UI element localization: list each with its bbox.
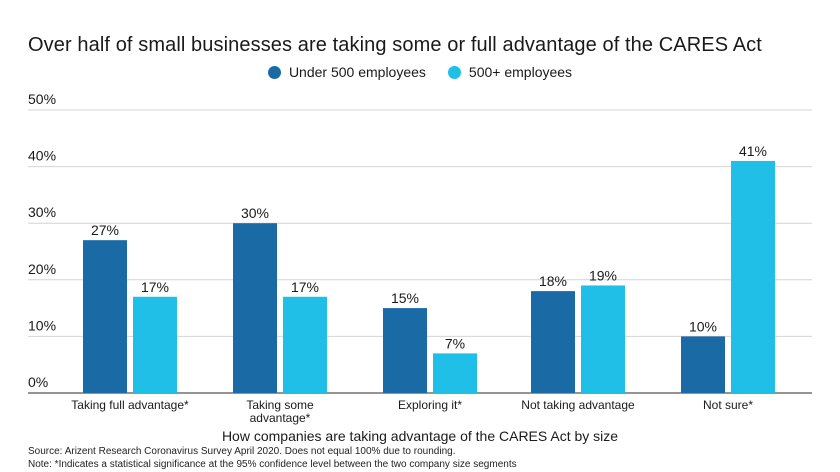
data-label-under-500-0: 27% [91, 222, 119, 238]
y-tick-label-50: 50% [28, 91, 56, 107]
legend-label-under-500: Under 500 employees [288, 64, 426, 80]
bar-500-plus-1 [283, 296, 327, 393]
bar-500-plus-0 [133, 296, 177, 393]
x-tick-label-1-0: Taking some [246, 398, 314, 412]
legend-label-500-plus: 500+ employees [468, 64, 573, 80]
bar-500-plus-3 [581, 285, 625, 393]
bar-under-500-4 [681, 336, 725, 393]
bar-under-500-0 [83, 240, 127, 393]
x-tick-label-2-0: Exploring it* [398, 398, 462, 412]
data-label-500-plus-1: 17% [291, 279, 319, 295]
data-label-500-plus-0: 17% [141, 279, 169, 295]
legend-swatch-500-plus [447, 65, 461, 79]
y-tick-label-0: 0% [28, 374, 48, 390]
legend-item-under-500: Under 500 employees [267, 64, 426, 80]
data-label-under-500-4: 10% [689, 318, 717, 334]
bar-500-plus-2 [433, 353, 477, 393]
bar-500-plus-4 [731, 160, 775, 393]
x-axis-label: How companies are taking advantage of th… [221, 428, 619, 444]
data-label-under-500-1: 30% [241, 205, 269, 221]
legend-swatch-under-500 [267, 65, 281, 79]
y-tick-label-10: 10% [28, 317, 56, 333]
bar-under-500-2 [383, 308, 427, 393]
bar-under-500-1 [233, 223, 277, 393]
legend-item-500-plus: 500+ employees [447, 64, 573, 80]
x-tick-label-4-0: Not sure* [703, 398, 753, 412]
y-tick-label-40: 40% [28, 148, 56, 164]
note-footnote: Note: *Indicates a statistical significa… [28, 459, 517, 470]
data-label-under-500-2: 15% [391, 290, 419, 306]
y-tick-label-30: 30% [28, 204, 56, 220]
data-label-500-plus-4: 41% [739, 143, 767, 159]
legend: Under 500 employees 500+ employees [0, 64, 840, 80]
source-footnote: Source: Arizent Research Coronavirus Sur… [28, 446, 456, 457]
data-label-under-500-3: 18% [539, 273, 567, 289]
chart-title: Over half of small businesses are taking… [28, 34, 762, 56]
y-tick-label-20: 20% [28, 261, 56, 277]
x-tick-label-0-0: Taking full advantage* [71, 398, 189, 412]
x-tick-label-3-0: Not taking advantage [521, 398, 635, 412]
x-tick-label-1-1: advantage* [250, 411, 311, 425]
data-label-500-plus-2: 7% [445, 335, 465, 351]
data-label-500-plus-3: 19% [589, 267, 617, 283]
bar-under-500-3 [531, 291, 575, 393]
